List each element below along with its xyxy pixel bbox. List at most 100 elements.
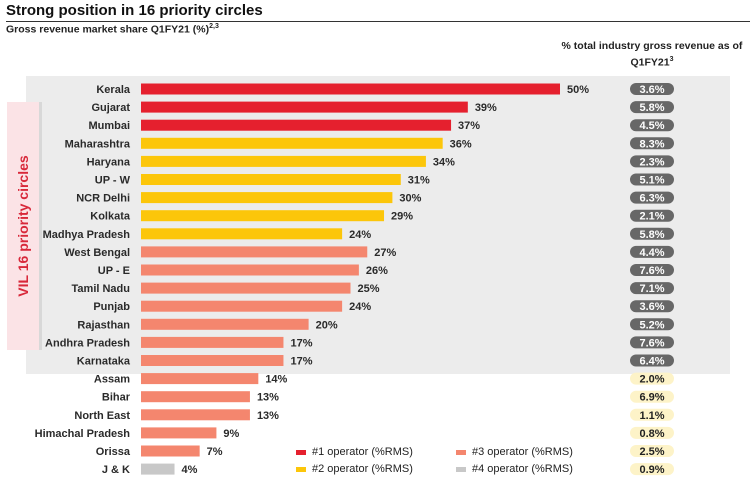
revenue-share-value: 6.9% xyxy=(639,392,664,404)
revenue-column-header: % total industry gross revenue as of Q1F… xyxy=(556,40,748,70)
revenue-share-pill xyxy=(630,318,674,331)
legend-swatch xyxy=(296,466,306,472)
revenue-share-value: 8.3% xyxy=(639,138,664,150)
revenue-share-value: 1.1% xyxy=(639,410,664,422)
bar-9 xyxy=(141,228,343,240)
revenue-share-pill xyxy=(630,119,674,132)
revenue-share-value: 2.5% xyxy=(639,446,664,458)
value-label: 24% xyxy=(349,229,371,241)
legend-label: #4 operator (%RMS) xyxy=(472,463,573,475)
revenue-share-pill xyxy=(630,155,674,168)
page-title: Strong position in 16 priority circles xyxy=(6,2,263,19)
category-label: North East xyxy=(74,410,130,422)
revenue-share-pill xyxy=(630,227,674,240)
bar-14 xyxy=(141,318,309,330)
category-label: J & K xyxy=(102,464,130,476)
bar-13 xyxy=(141,300,343,312)
revenue-column-header-footnote: 3 xyxy=(669,56,674,63)
revenue-share-value: 7.6% xyxy=(639,265,664,277)
bar-10 xyxy=(141,246,368,258)
bar-17 xyxy=(141,373,259,385)
category-label: Punjab xyxy=(93,301,130,313)
legend-label: #2 operator (%RMS) xyxy=(312,463,413,475)
category-label: Kolkata xyxy=(90,211,131,223)
legend-swatch xyxy=(296,449,306,455)
category-label: West Bengal xyxy=(64,247,130,259)
revenue-column-header-text: % total industry gross revenue as of Q1F… xyxy=(561,40,743,69)
bar-7 xyxy=(141,192,393,204)
bar-6 xyxy=(141,174,401,185)
revenue-share-pill xyxy=(630,264,674,276)
revenue-share-value: 5.1% xyxy=(639,175,664,187)
revenue-share-pill xyxy=(630,137,674,150)
value-label: 14% xyxy=(265,374,287,386)
revenue-share-value: 4.5% xyxy=(639,120,664,132)
revenue-share-value: 7.1% xyxy=(639,283,664,295)
revenue-share-pill xyxy=(630,282,674,295)
category-label: Madhya Pradesh xyxy=(43,229,131,241)
legend-swatch xyxy=(456,449,466,455)
value-label: 26% xyxy=(366,265,388,277)
value-label: 34% xyxy=(433,156,455,168)
bar-21 xyxy=(141,445,200,457)
value-label: 17% xyxy=(290,356,312,368)
chart-subtitle-text: Gross revenue market share Q1FY21 (%) xyxy=(6,23,210,36)
revenue-share-pill xyxy=(630,426,674,439)
bar-16 xyxy=(141,355,284,366)
revenue-share-value: 5.8% xyxy=(639,102,664,114)
category-label: Mumbai xyxy=(88,120,130,132)
revenue-share-value: 0.8% xyxy=(639,428,664,440)
revenue-share-value: 2.0% xyxy=(639,374,664,386)
value-label: 50% xyxy=(567,84,589,96)
legend-label: #3 operator (%RMS) xyxy=(472,446,573,458)
revenue-share-pill xyxy=(630,354,674,367)
revenue-share-value: 6.4% xyxy=(639,356,664,368)
revenue-share-pill xyxy=(630,101,674,114)
bar-8 xyxy=(141,210,385,222)
revenue-share-pill xyxy=(630,390,674,403)
category-label: Gujarat xyxy=(91,102,130,114)
bar-3 xyxy=(141,119,452,131)
revenue-share-value: 2.1% xyxy=(639,211,664,223)
bar-20 xyxy=(141,427,217,439)
category-label: Kerala xyxy=(96,84,131,96)
value-label: 25% xyxy=(358,283,380,295)
value-label: 13% xyxy=(257,392,279,404)
legend-item-rank-4: #4 operator (%RMS) xyxy=(456,463,573,475)
category-label: UP - W xyxy=(95,175,131,187)
revenue-share-value: 6.3% xyxy=(639,193,664,205)
value-label: 13% xyxy=(257,410,279,422)
category-label: Orissa xyxy=(96,446,131,458)
legend-item-rank-2: #2 operator (%RMS) xyxy=(296,463,413,475)
category-label: Maharashtra xyxy=(65,138,131,150)
legend-swatch xyxy=(456,466,466,472)
value-label: 29% xyxy=(391,211,413,223)
bar-1 xyxy=(141,83,560,95)
value-label: 39% xyxy=(475,102,497,114)
category-label: Karnataka xyxy=(77,356,131,368)
legend-label: #1 operator (%RMS) xyxy=(312,446,413,458)
revenue-share-pill xyxy=(630,191,674,204)
revenue-share-pill xyxy=(630,300,674,313)
value-label: 31% xyxy=(408,175,430,187)
value-label: 30% xyxy=(399,193,421,205)
revenue-share-pill xyxy=(630,245,674,258)
revenue-share-value: 3.6% xyxy=(639,301,664,313)
revenue-share-pill xyxy=(630,372,674,385)
value-label: 9% xyxy=(223,428,239,440)
category-label: Rajasthan xyxy=(77,319,130,331)
category-label: NCR Delhi xyxy=(76,193,130,205)
revenue-share-value: 3.6% xyxy=(639,84,664,96)
bar-4 xyxy=(141,137,443,149)
priority-circles-tab xyxy=(7,102,42,350)
revenue-share-pill xyxy=(630,209,674,222)
revenue-share-value: 7.6% xyxy=(639,337,664,349)
bar-2 xyxy=(141,101,468,113)
legend-item-rank-3: #3 operator (%RMS) xyxy=(456,446,573,458)
chart-subtitle-footnote: 2,3 xyxy=(209,23,219,30)
value-label: 7% xyxy=(207,446,223,458)
bar-5 xyxy=(141,155,426,167)
bar-11 xyxy=(141,264,359,276)
category-label: UP - E xyxy=(98,265,130,277)
